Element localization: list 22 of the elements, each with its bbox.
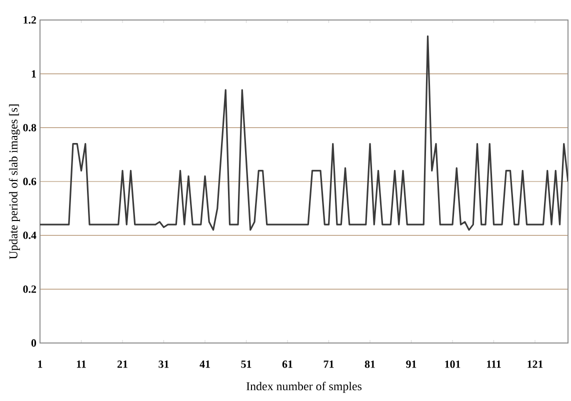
x-tick-label: 11 [76,360,86,368]
y-tick-label: 0 [31,339,36,347]
y-tick-label: 0.2 [23,285,36,293]
y-axis-title: Update period of slab images [s] [8,104,20,260]
y-tick-label: 0.6 [23,178,36,186]
x-tick-label: 91 [406,360,416,368]
x-axis-title: Index number of smples [246,382,362,393]
x-tick-label: 41 [200,360,210,368]
x-tick-label: 1 [38,360,42,368]
x-tick-label: 101 [445,360,460,368]
x-tick-label: 61 [282,360,292,368]
x-tick-label: 51 [241,360,252,368]
x-tick-label: 71 [324,360,334,368]
y-tick-label: 0.4 [23,232,36,240]
x-tick-label: 81 [364,360,375,368]
x-tick-label: 121 [528,360,543,368]
x-tick-label: 111 [487,360,501,368]
y-tick-label: 1.2 [24,16,36,24]
x-tick-label: 21 [117,360,128,368]
y-tick-label: 0.8 [23,124,36,132]
x-tick-label: 31 [158,360,169,368]
y-tick-label: 1 [32,70,36,78]
